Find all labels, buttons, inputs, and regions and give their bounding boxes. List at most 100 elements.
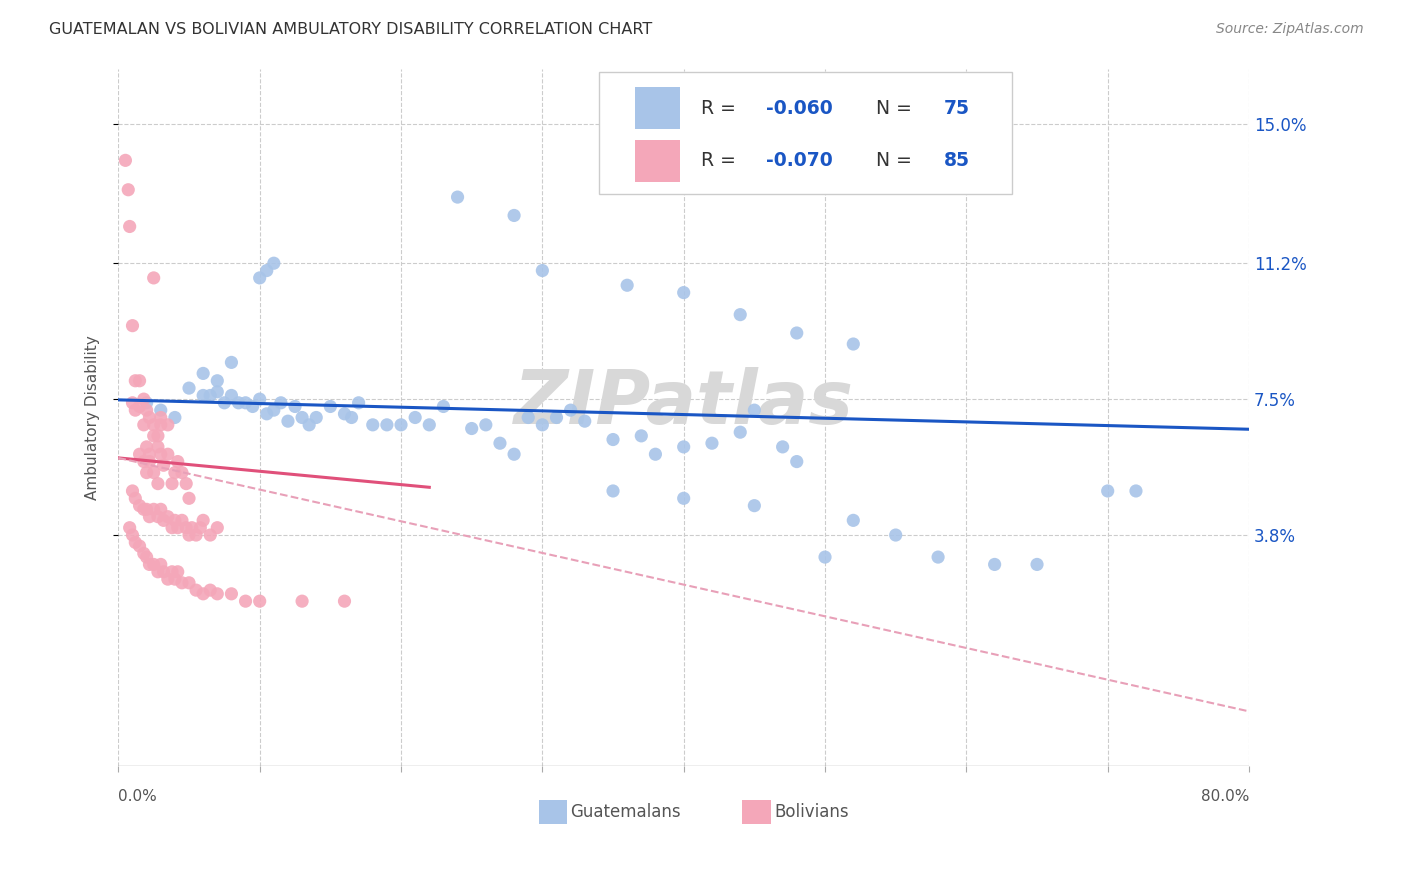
Point [128,499,150,513]
Point [163,513,186,527]
Point [786,326,808,340]
Text: R =: R = [700,151,741,170]
FancyBboxPatch shape [599,72,1011,194]
Point [142,271,165,285]
Point [235,594,257,608]
Point [156,417,179,432]
Point [305,410,328,425]
Point [174,521,197,535]
Point [184,583,207,598]
Point [152,513,174,527]
Point [149,417,172,432]
Point [156,447,179,461]
Point [728,308,751,322]
Text: Source: ZipAtlas.com: Source: ZipAtlas.com [1216,22,1364,37]
Point [188,521,211,535]
Point [163,572,186,586]
Text: Bolivians: Bolivians [775,803,849,821]
Point [142,417,165,432]
Point [672,285,695,300]
Text: ZIPatlas: ZIPatlas [513,367,853,440]
Point [132,454,155,468]
Point [152,458,174,473]
Point [117,183,139,197]
Point [221,355,243,369]
Point [460,421,482,435]
Point [118,219,141,234]
Point [200,528,222,542]
Point [135,466,157,480]
Point [270,396,292,410]
Point [1026,558,1049,572]
Text: -0.070: -0.070 [766,151,832,170]
Point [121,528,143,542]
Point [132,392,155,406]
Point [546,410,568,425]
Point [489,436,512,450]
Point [298,417,321,432]
Point [207,374,229,388]
Point [404,410,426,425]
Point [132,546,155,560]
Text: N =: N = [876,99,918,118]
Point [191,367,214,381]
Point [142,502,165,516]
Point [884,528,907,542]
Point [284,400,307,414]
Point [221,388,243,402]
Point [135,440,157,454]
Point [128,539,150,553]
Point [156,509,179,524]
Point [263,256,285,270]
Point [166,521,188,535]
Point [291,410,314,425]
Point [375,417,398,432]
Point [744,499,766,513]
Point [1097,483,1119,498]
Point [180,521,202,535]
Y-axis label: Ambulatory Disability: Ambulatory Disability [86,335,100,500]
Point [142,558,165,572]
Point [146,476,169,491]
Point [174,476,197,491]
Point [142,429,165,443]
Point [277,414,299,428]
Point [672,491,695,506]
Point [256,263,278,277]
Point [128,400,150,414]
Point [166,454,188,468]
Point [156,572,179,586]
Point [560,403,582,417]
Point [786,454,808,468]
Point [146,565,169,579]
Point [531,263,554,277]
Point [177,528,200,542]
Text: 85: 85 [943,151,970,170]
Point [446,190,468,204]
Point [138,410,160,425]
Point [744,403,766,417]
Point [124,491,146,506]
Point [432,400,454,414]
Point [347,396,370,410]
Point [149,558,172,572]
Point [135,396,157,410]
FancyBboxPatch shape [636,140,681,182]
Point [475,417,498,432]
Point [927,550,949,565]
Point [149,447,172,461]
Point [132,502,155,516]
Point [142,466,165,480]
Point [170,575,193,590]
Point [177,491,200,506]
Text: GUATEMALAN VS BOLIVIAN AMBULATORY DISABILITY CORRELATION CHART: GUATEMALAN VS BOLIVIAN AMBULATORY DISABI… [49,22,652,37]
Point [138,558,160,572]
Point [114,153,136,168]
FancyBboxPatch shape [636,87,681,129]
Point [166,565,188,579]
Point [152,565,174,579]
Point [146,429,169,443]
Text: 80.0%: 80.0% [1201,789,1249,804]
Point [228,396,250,410]
Point [149,502,172,516]
